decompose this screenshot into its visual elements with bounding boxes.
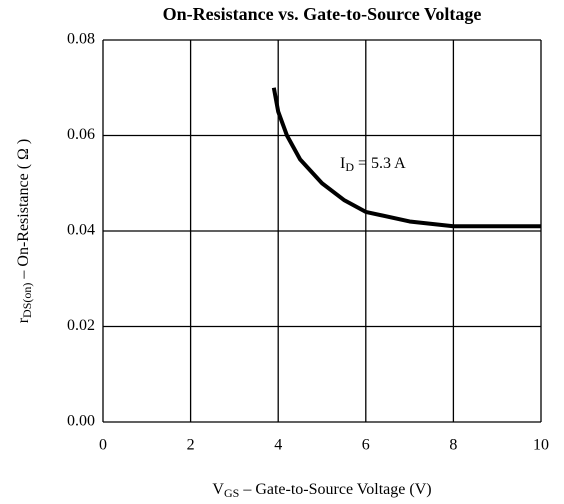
- x-tick-label: 2: [187, 437, 195, 454]
- annotation-rest: = 5.3 A: [354, 155, 406, 172]
- y-tick-label: 0.02: [67, 317, 95, 334]
- y-label-main: r: [15, 317, 32, 323]
- x-axis-label: VGS – Gate-to-Source Voltage (V): [212, 481, 431, 500]
- x-label-sub: GS: [224, 486, 239, 500]
- chart-title: On-Resistance vs. Gate-to-Source Voltage: [163, 4, 482, 24]
- y-label-sub: DS(on): [20, 283, 34, 318]
- data-line: [271, 87, 541, 229]
- x-tick-label: 0: [99, 437, 107, 454]
- y-label-rest: – On-Resistance ( Ω ): [15, 139, 32, 283]
- x-label-main: V: [212, 481, 224, 498]
- annotation-main: I: [340, 155, 345, 172]
- y-tick-label: 0.06: [67, 126, 95, 143]
- y-tick-label: 0.08: [67, 31, 95, 48]
- x-tick-label: 10: [533, 437, 549, 454]
- y-axis-label: rDS(on) – On-Resistance ( Ω ): [15, 139, 34, 324]
- annotation: ID = 5.3 A: [340, 155, 406, 174]
- x-tick-label: 4: [274, 437, 282, 454]
- x-tick-label: 6: [362, 437, 370, 454]
- x-label-rest: – Gate-to-Source Voltage (V): [239, 481, 431, 498]
- x-tick-label: 8: [449, 437, 457, 454]
- y-tick-label: 0.00: [67, 413, 95, 430]
- annotation-sub: D: [345, 160, 354, 174]
- y-tick-label: 0.04: [67, 222, 95, 239]
